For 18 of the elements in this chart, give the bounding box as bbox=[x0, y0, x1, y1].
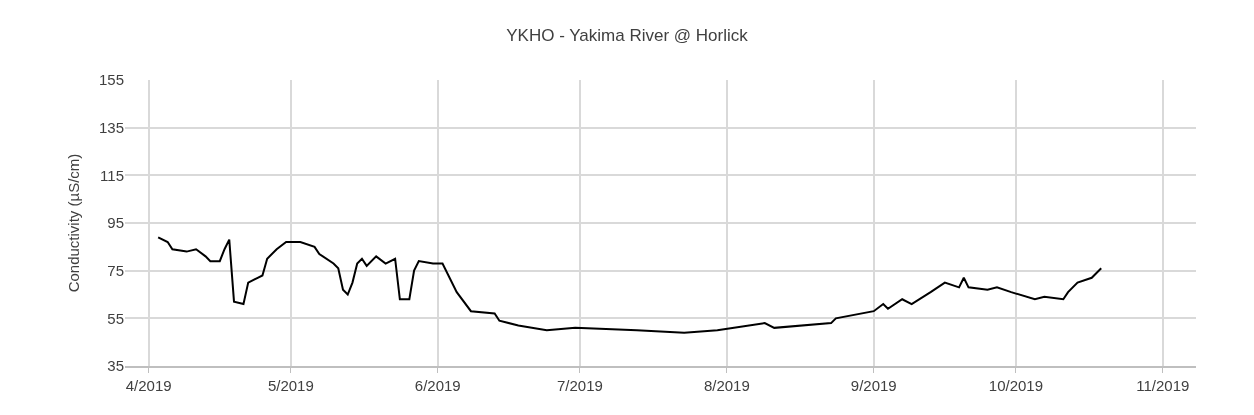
y-axis-title: Conductivity (µS/cm) bbox=[65, 153, 83, 293]
y-tick-label: 35 bbox=[107, 357, 124, 375]
y-tick-label: 75 bbox=[107, 261, 124, 279]
y-tick-label: 55 bbox=[107, 309, 124, 327]
y-tick-label: 95 bbox=[107, 214, 124, 232]
x-tick-label: 11/2019 bbox=[1136, 377, 1190, 394]
x-tick-label: 5/2019 bbox=[267, 377, 314, 394]
x-tick-label: 10/2019 bbox=[988, 377, 1044, 394]
x-tick-label: 9/2019 bbox=[850, 377, 897, 394]
x-tick-label: 7/2019 bbox=[556, 377, 603, 394]
line-series bbox=[157, 236, 1103, 334]
x-tick-label: 8/2019 bbox=[703, 377, 750, 394]
y-tick-label: 155 bbox=[98, 71, 124, 89]
x-tick-label: 4/2019 bbox=[125, 377, 172, 394]
y-tick-label: 135 bbox=[98, 118, 124, 136]
x-tick-label: 6/2019 bbox=[414, 377, 461, 394]
chart-title: YKHO - Yakima River @ Horlick bbox=[506, 25, 749, 45]
y-tick-label: 115 bbox=[100, 166, 124, 184]
